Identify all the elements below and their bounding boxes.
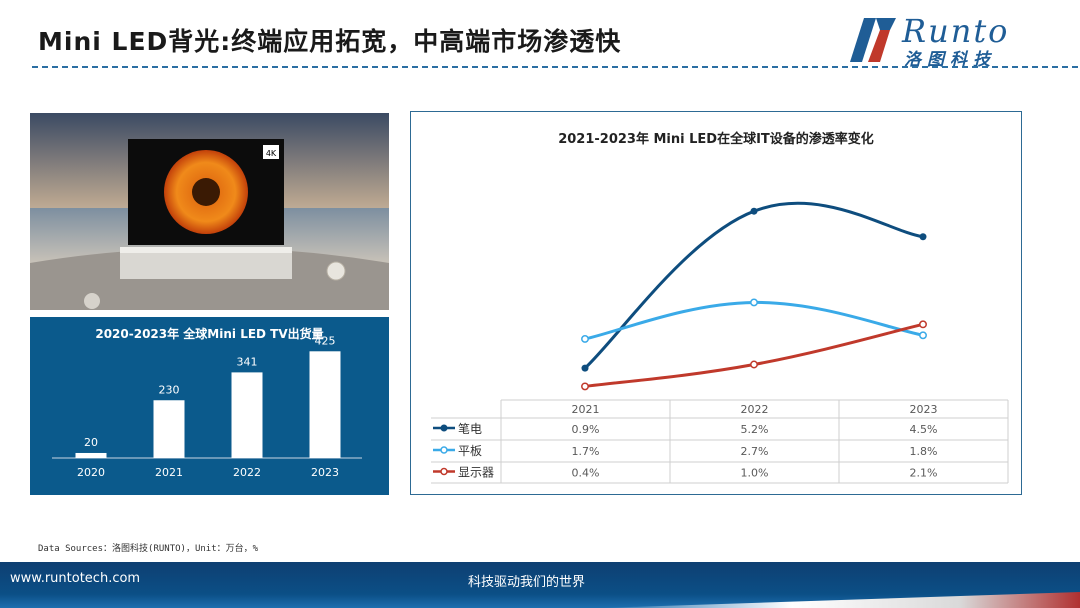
- series-point: [581, 382, 589, 391]
- table-header-year: 2023: [910, 403, 938, 416]
- series-line-笔电: [583, 201, 924, 370]
- data-source-note: Data Sources：洛图科技(RUNTO)，Unit：万台，%: [38, 544, 259, 554]
- runto-logo: Runto 洛图科技: [846, 12, 1056, 70]
- legend-marker-icon: [440, 467, 448, 476]
- series-point: [750, 207, 758, 215]
- series-point: [919, 331, 927, 340]
- bar-category-label: 2021: [155, 466, 183, 479]
- footer-decoration: [600, 592, 1080, 608]
- legend-series-name: 笔电: [458, 421, 482, 436]
- legend-marker-icon: [440, 446, 448, 454]
- page-title: Mini LED背光:终端应用拓宽，中高端市场渗透快: [38, 27, 622, 56]
- it-penetration-chart: 2021-2023年 Mini LED在全球IT设备的渗透率变化 2021 202…: [410, 111, 1022, 495]
- bar-value-label: 20: [84, 436, 98, 449]
- tv-4k-badge: 4K: [266, 149, 277, 158]
- tv-shipment-chart-title: 2020-2023年 全球Mini LED TV出货量: [95, 327, 324, 341]
- table-cell-value: 0.9%: [572, 423, 600, 436]
- legend-marker-icon: [440, 424, 448, 432]
- it-penetration-chart-title: 2021-2023年 Mini LED在全球IT设备的渗透率变化: [558, 132, 874, 147]
- series-line-显示器: [584, 322, 924, 388]
- table-cell-value: 5.2%: [741, 423, 769, 436]
- footer-bar: www.runtotech.com 科技驱动我们的世界: [0, 562, 1080, 608]
- logo-text-en: Runto: [902, 12, 1010, 50]
- bar-value-label: 230: [159, 383, 180, 396]
- bar-category-label: 2020: [77, 466, 105, 479]
- bar-2021: [153, 400, 185, 458]
- table-cell-value: 2.7%: [741, 445, 769, 458]
- table-header-year: 2021: [572, 403, 600, 416]
- footer-slogan: 科技驱动我们的世界: [468, 575, 586, 590]
- table-cell-value: 1.7%: [572, 445, 600, 458]
- footer-website-link[interactable]: www.runtotech.com: [10, 571, 141, 586]
- table-cell-value: 4.5%: [910, 423, 938, 436]
- table-cell-value: 1.0%: [741, 467, 769, 480]
- runto-logo-mark-icon: [850, 18, 896, 62]
- series-point: [919, 320, 927, 329]
- table-cell-value: 1.8%: [910, 445, 938, 458]
- table-cell-value: 2.1%: [910, 467, 938, 480]
- bar-category-label: 2023: [311, 466, 339, 479]
- series-point: [750, 298, 758, 307]
- series-point: [750, 360, 758, 369]
- header-divider: [32, 66, 1078, 68]
- bar-2023: [309, 351, 341, 458]
- it-penetration-plot: 2021 2022 2023 笔电 0.9% 5.2% 4.5% 平板 1.7% 2.7% 1.8%…: [431, 201, 1009, 484]
- bar-value-label: 341: [237, 355, 258, 368]
- bar-2022: [231, 372, 263, 458]
- series-point: [581, 335, 589, 343]
- table-cell-value: 0.4%: [572, 467, 600, 480]
- tv-shipment-chart: 2020-2023年 全球Mini LED TV出货量 20 2020 230 202…: [30, 317, 389, 495]
- bar-category-label: 2022: [233, 466, 261, 479]
- legend-series-name: 显示器: [458, 466, 494, 480]
- bar-value-label: 425: [315, 334, 336, 347]
- series-point: [581, 364, 589, 372]
- bar-2020: [75, 452, 107, 458]
- legend-series-name: 平板: [458, 444, 482, 458]
- tv-product-photo: 4K: [30, 113, 389, 310]
- series-line-平板: [584, 300, 924, 341]
- logo-text-cn: 洛图科技: [904, 50, 996, 70]
- table-header-year: 2022: [741, 403, 769, 416]
- series-point: [919, 233, 927, 241]
